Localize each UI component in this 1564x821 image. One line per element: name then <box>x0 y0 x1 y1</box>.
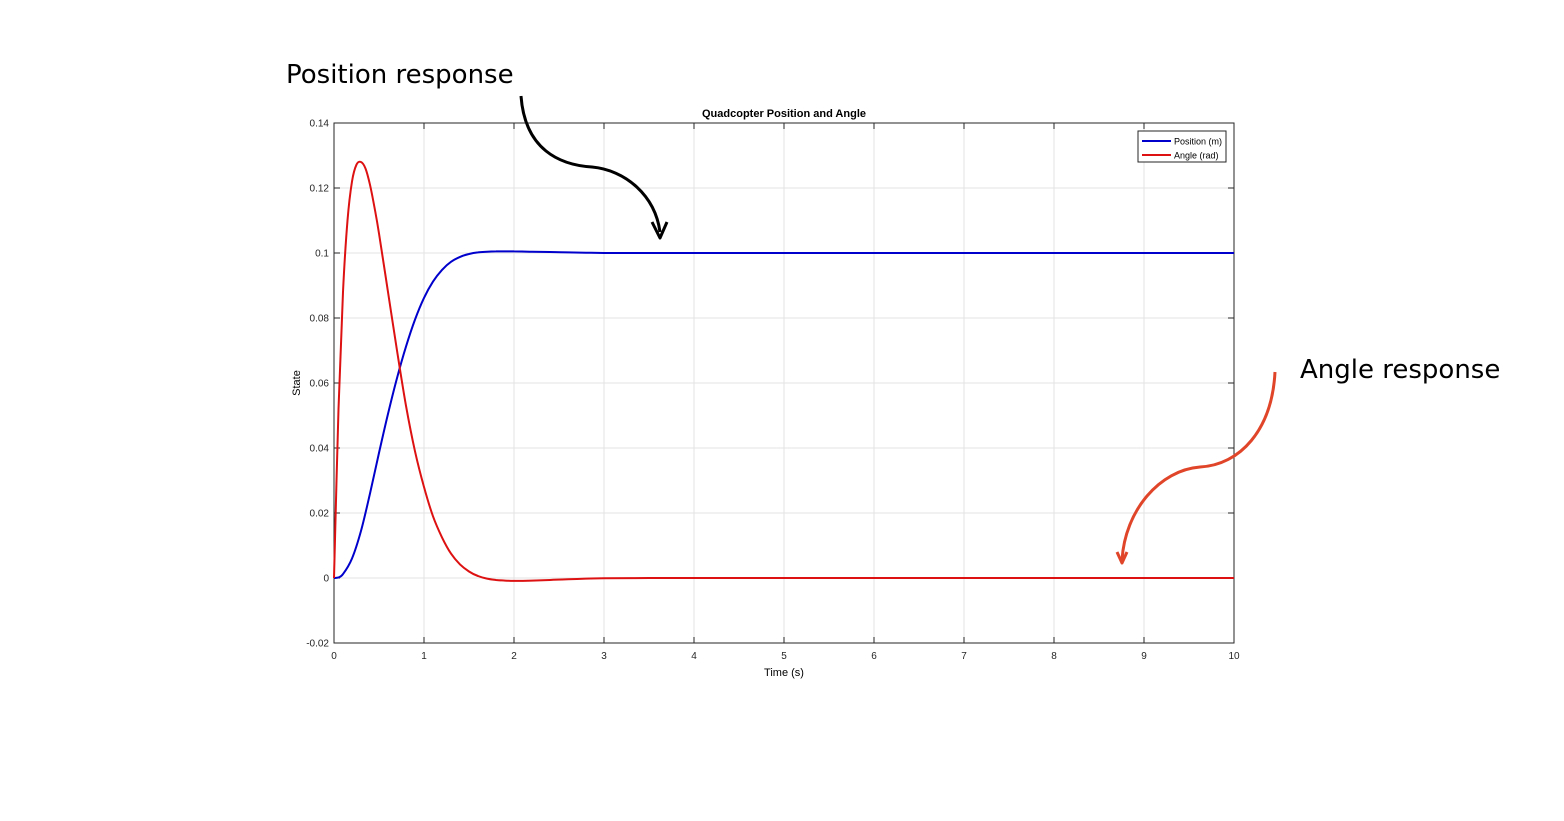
y-tick-label: 0.14 <box>310 119 330 130</box>
chart-title: Quadcopter Position and Angle <box>702 108 866 120</box>
y-tick-label: 0.04 <box>310 444 330 455</box>
y-tick-label: -0.02 <box>306 639 329 650</box>
position-response-annotation: Position response <box>286 60 514 90</box>
x-tick-label: 9 <box>1141 651 1147 662</box>
legend-box <box>1137 130 1227 163</box>
angle-arrow <box>1115 371 1277 565</box>
series-layer <box>333 160 1234 582</box>
series-line-angle <box>333 160 1234 582</box>
x-tick-label: 0 <box>331 651 337 662</box>
x-tick-label: 3 <box>601 651 607 662</box>
y-tick-label: 0 <box>323 574 329 585</box>
x-axis-label: Time (s) <box>764 667 804 679</box>
legend-label: Angle (rad) <box>1174 151 1219 161</box>
y-tick-label: 0.1 <box>315 249 329 260</box>
x-tick-label: 6 <box>871 651 877 662</box>
legend-label: Position (m) <box>1174 137 1222 147</box>
ticks-layer: 0 1 2 3 4 5 6 7 8 9 10-0.0200.020.040.060.080.10.1… <box>306 119 1240 663</box>
y-axis-label: State <box>291 370 303 396</box>
x-tick-label: 8 <box>1051 651 1057 662</box>
x-tick-label: 7 <box>961 651 967 662</box>
y-tick-label: 0.08 <box>310 314 330 325</box>
x-tick-label: 2 <box>511 651 517 662</box>
x-tick-label: 4 <box>691 651 697 662</box>
y-tick-label: 0.06 <box>310 379 330 390</box>
x-tick-label: 10 <box>1228 651 1240 662</box>
x-tick-label: 1 <box>421 651 427 662</box>
series-line-position <box>333 250 1234 579</box>
grid-layer <box>333 122 1235 644</box>
position-arrow <box>519 95 669 240</box>
y-tick-label: 0.12 <box>310 184 330 195</box>
y-tick-label: 0.02 <box>310 509 330 520</box>
legend: Position (m) Angle (rad) <box>1137 130 1227 163</box>
x-tick-label: 5 <box>781 651 787 662</box>
angle-response-annotation: Angle response <box>1300 355 1501 385</box>
